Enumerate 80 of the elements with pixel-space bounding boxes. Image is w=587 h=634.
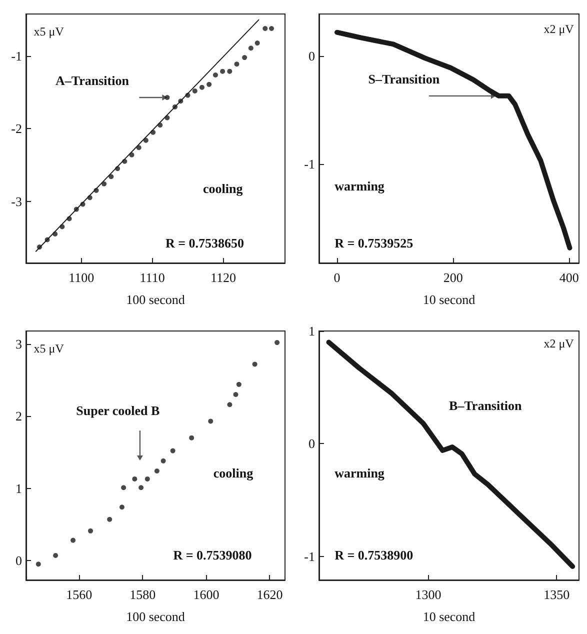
x-tick-label: 1600	[193, 587, 220, 602]
x-tick-label: 1120	[210, 270, 236, 285]
point	[143, 138, 148, 143]
point	[36, 562, 41, 567]
y-axis-title: x2 μV	[544, 22, 574, 36]
y-axis-title: x5 μV	[34, 24, 64, 38]
x-tick-label: 1580	[130, 587, 156, 602]
y-axis-title: x5 μV	[34, 341, 64, 356]
point	[88, 528, 94, 534]
point	[70, 538, 76, 543]
annotation: R = 0.7538650	[165, 236, 244, 251]
x-tick-label: 1100	[68, 270, 94, 285]
x-axis-title: 10 second	[422, 609, 476, 624]
point	[262, 26, 268, 32]
y-tick-label: -2	[11, 121, 22, 136]
point	[208, 418, 214, 424]
x-tick-label: 400	[559, 270, 579, 285]
point	[248, 46, 254, 51]
point	[154, 468, 160, 474]
point	[53, 552, 58, 558]
point	[164, 94, 170, 100]
point	[170, 448, 176, 454]
annotation: cooling	[213, 465, 254, 480]
x-tick-label: 0	[334, 270, 340, 285]
y-tick-label: 3	[16, 336, 22, 352]
annotation: warming	[334, 465, 385, 480]
point	[107, 516, 112, 522]
y-tick-label: 0	[16, 553, 22, 568]
x-tick-label: 1560	[66, 587, 92, 602]
point	[144, 476, 150, 482]
annotation: S–Transition	[368, 71, 440, 86]
y-tick-label: 1	[308, 324, 315, 338]
x-axis-title: 100 second	[126, 609, 186, 624]
point	[227, 68, 232, 74]
y-tick-label: 2	[16, 408, 22, 424]
point	[254, 40, 260, 46]
point	[234, 62, 240, 67]
point	[121, 485, 126, 490]
annotation: A–Transition	[55, 72, 130, 88]
y-tick-label: 1	[16, 480, 22, 496]
x-tick-label: 1350	[544, 587, 570, 602]
point	[274, 340, 280, 346]
point	[132, 476, 138, 482]
point	[160, 458, 166, 464]
point	[189, 435, 194, 440]
y-tick-label: -1	[11, 48, 22, 64]
point	[119, 504, 124, 510]
x-axis-title: 10 second	[422, 292, 476, 307]
annotation: R = 0.7539080	[173, 548, 252, 563]
point	[242, 55, 248, 60]
annotation: R = 0.7539525	[334, 236, 414, 251]
x-tick-label: 200	[443, 270, 463, 285]
y-tick-label: 0	[308, 48, 315, 64]
point	[192, 88, 198, 94]
x-tick-label: 1110	[140, 270, 165, 285]
point	[269, 26, 274, 32]
annotation: cooling	[202, 180, 244, 196]
x-tick-label: 1300	[415, 587, 442, 602]
point	[212, 72, 218, 78]
point	[199, 84, 204, 90]
x-axis-title: 100 second	[126, 292, 186, 307]
point	[102, 181, 107, 186]
point	[108, 174, 114, 180]
point	[206, 82, 212, 87]
y-tick-label: -3	[11, 194, 22, 209]
point	[220, 68, 226, 74]
y-tick-label: -1	[304, 548, 315, 564]
annotation: warming	[334, 178, 385, 194]
point	[227, 402, 232, 408]
y-tick-label: 0	[308, 436, 315, 452]
point	[233, 392, 238, 398]
annotation: Super cooled B	[76, 403, 160, 418]
annotation: R = 0.7538900	[334, 548, 414, 563]
x-tick-label: 1620	[256, 587, 283, 602]
point	[138, 485, 144, 490]
point	[252, 362, 258, 367]
y-axis-title: x2 μV	[544, 336, 574, 350]
y-tick-label: -1	[304, 156, 315, 172]
point	[236, 382, 242, 387]
annotation: B–Transition	[449, 398, 523, 414]
